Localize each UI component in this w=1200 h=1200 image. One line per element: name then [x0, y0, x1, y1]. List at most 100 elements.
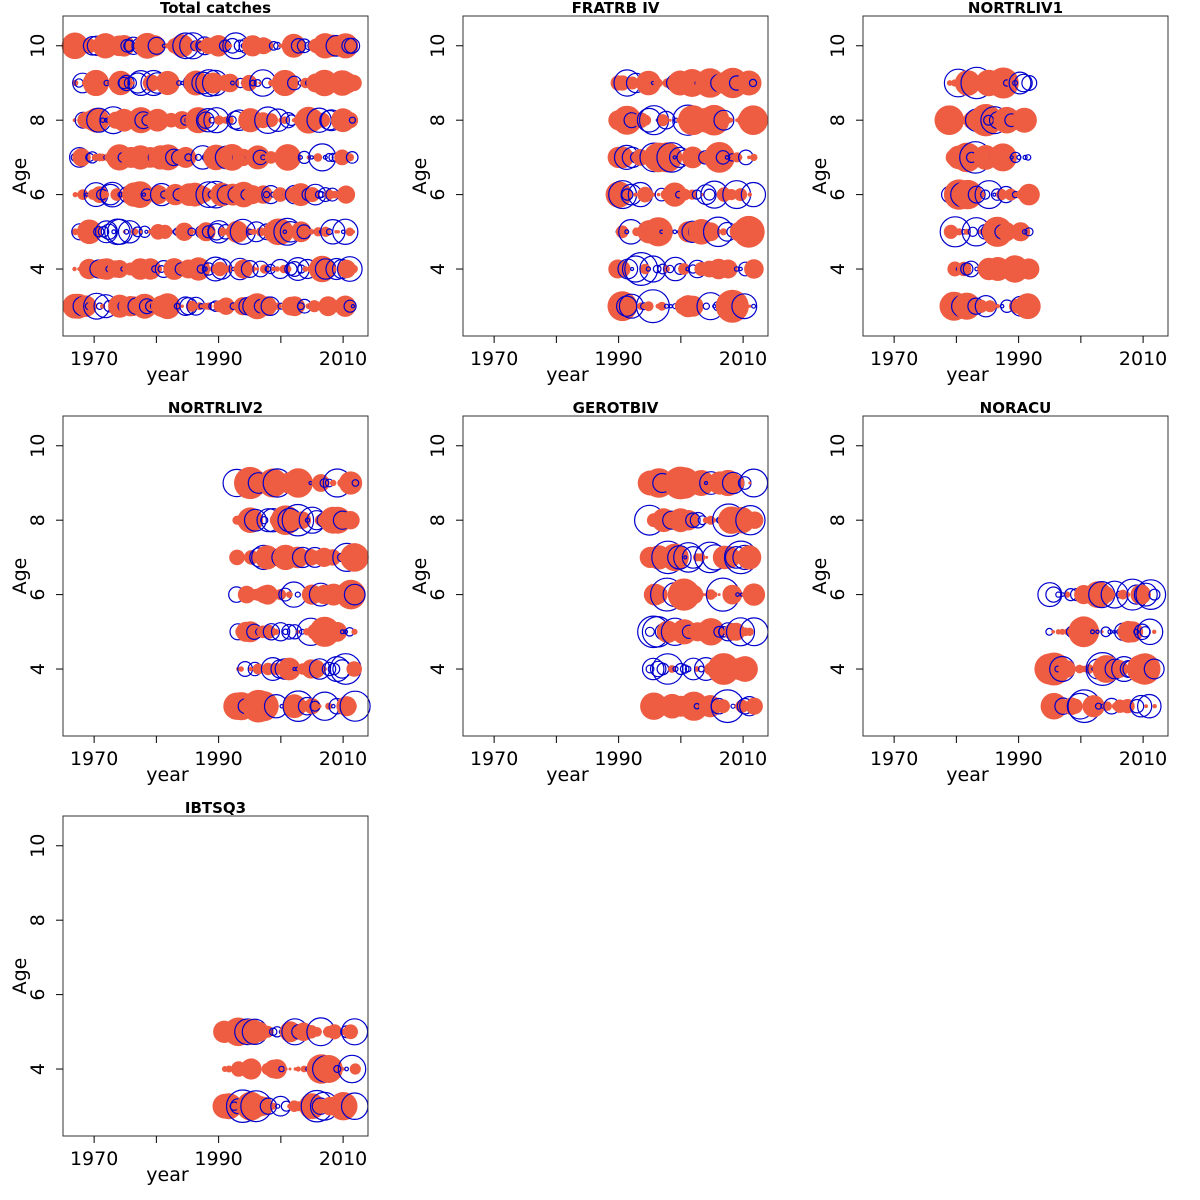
positive-residual-bubble: [240, 621, 261, 643]
negative-residual-bubble: [939, 216, 971, 248]
panel-total-catches: Total catches 1970 1990 2010 4 6 8 10 year Age: [9, 0, 369, 386]
x-tick-label: 2010: [1119, 748, 1167, 770]
positive-residual-bubble: [678, 263, 690, 275]
positive-residual-bubble: [661, 543, 689, 572]
negative-residual-bubble: [337, 1054, 367, 1084]
positive-residual-bubble: [228, 43, 233, 48]
positive-residual-bubble: [738, 155, 743, 160]
positive-residual-bubble: [998, 149, 1015, 166]
positive-residual-bubble: [723, 116, 732, 125]
positive-residual-bubble: [711, 591, 718, 598]
positive-residual-bubble: [1069, 667, 1074, 671]
y-tick-label: 8: [827, 514, 849, 526]
negative-residual-bubble: [224, 37, 241, 54]
negative-residual-bubble: [695, 184, 717, 206]
y-tick-label: 8: [27, 514, 49, 526]
negative-residual-bubble: [668, 304, 674, 309]
negative-residual-bubble: [735, 592, 740, 597]
bubbles: [222, 466, 371, 723]
positive-residual-bubble: [969, 304, 975, 309]
negative-residual-bubble: [672, 229, 678, 235]
x-tick-label: 1990: [994, 748, 1042, 770]
x-tick-label: 1970: [470, 748, 518, 770]
positive-residual-bubble: [1106, 590, 1116, 599]
positive-residual-bubble: [345, 153, 354, 162]
negative-residual-bubble: [1136, 618, 1164, 646]
positive-residual-bubble: [615, 225, 629, 239]
negative-residual-bubble: [731, 293, 758, 320]
positive-residual-bubble: [240, 555, 245, 560]
positive-residual-bubble: [657, 301, 667, 311]
positive-residual-bubble: [995, 304, 1000, 309]
positive-residual-bubble: [270, 1102, 277, 1110]
negative-residual-bubble: [282, 628, 289, 636]
positive-residual-bubble: [651, 508, 676, 533]
x-tick-label: 2010: [319, 348, 367, 370]
y-axis-label: Age: [809, 158, 831, 195]
x-tick-label: 1990: [194, 748, 242, 770]
positive-residual-bubble: [1130, 704, 1135, 709]
positive-residual-bubble: [735, 699, 749, 713]
positive-residual-bubble: [683, 584, 704, 605]
positive-residual-bubble: [346, 661, 363, 677]
y-tick-label: 10: [27, 34, 49, 58]
positive-residual-bubble: [953, 292, 981, 320]
positive-residual-bubble: [254, 1067, 258, 1071]
positive-residual-bubble: [286, 546, 309, 569]
positive-residual-bubble: [259, 38, 274, 53]
positive-residual-bubble: [662, 182, 687, 207]
positive-residual-bubble: [212, 261, 228, 277]
negative-residual-bubble: [196, 264, 206, 274]
x-tick-label: 2010: [319, 1148, 367, 1170]
negative-residual-bubble: [266, 108, 290, 132]
positive-residual-bubble: [1147, 666, 1153, 672]
positive-residual-bubble: [349, 192, 354, 197]
positive-residual-bubble: [305, 481, 310, 485]
y-tick-label: 6: [827, 589, 849, 601]
positive-residual-bubble: [943, 224, 959, 239]
x-tick-label: 1970: [870, 348, 918, 370]
panel-title: NORACU: [980, 399, 1052, 417]
positive-residual-bubble: [751, 667, 756, 671]
negative-residual-bubble: [645, 664, 655, 674]
y-tick-label: 6: [827, 189, 849, 201]
negative-residual-bubble: [621, 188, 634, 201]
negative-residual-bubble: [93, 226, 105, 238]
negative-residual-bubble: [243, 508, 267, 532]
positive-residual-bubble: [304, 698, 321, 715]
positive-residual-bubble: [605, 181, 632, 208]
y-tick-label: 10: [27, 834, 49, 858]
y-tick-label: 8: [27, 914, 49, 926]
positive-residual-bubble: [349, 1063, 361, 1075]
negative-residual-bubble: [270, 622, 291, 642]
positive-residual-bubble: [1018, 258, 1040, 280]
y-tick-label: 4: [27, 1063, 49, 1075]
positive-residual-bubble: [155, 70, 180, 96]
positive-residual-bubble: [1059, 628, 1066, 635]
panel-title: NORTRLIV1: [968, 0, 1063, 17]
positive-residual-bubble: [748, 481, 752, 485]
positive-residual-bubble: [737, 545, 762, 570]
panel-title: GEROTBIV: [573, 399, 659, 417]
positive-residual-bubble: [185, 300, 198, 312]
negative-residual-bubble: [748, 78, 758, 88]
positive-residual-bubble: [175, 222, 194, 241]
positive-residual-bubble: [725, 263, 737, 275]
positive-residual-bubble: [61, 32, 89, 60]
positive-residual-bubble: [320, 226, 331, 237]
negative-residual-bubble: [1089, 629, 1095, 635]
positive-residual-bubble: [258, 81, 262, 85]
positive-residual-bubble: [612, 146, 634, 169]
negative-residual-bubble: [339, 690, 371, 722]
positive-residual-bubble: [1117, 589, 1128, 600]
positive-residual-bubble: [732, 215, 765, 248]
negative-residual-bubble: [1021, 74, 1038, 91]
positive-residual-bubble: [77, 189, 89, 201]
positive-residual-bubble: [333, 33, 359, 59]
positive-residual-bubble: [72, 266, 77, 272]
x-axis-label: year: [546, 364, 589, 386]
x-axis-label: year: [146, 1164, 189, 1186]
positive-residual-bubble: [345, 74, 362, 92]
positive-residual-bubble: [202, 72, 224, 94]
